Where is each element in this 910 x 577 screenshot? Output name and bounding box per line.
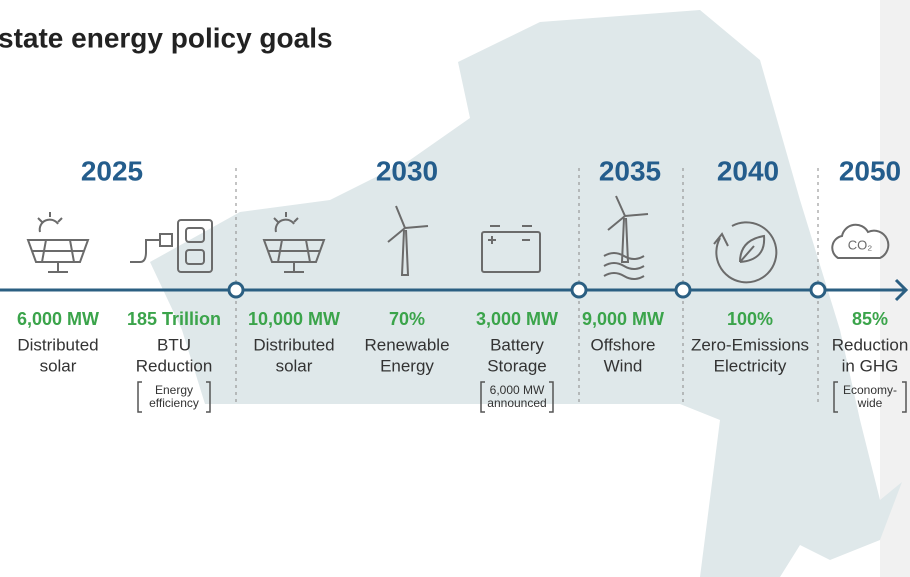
year: 2050	[839, 155, 901, 186]
goal-note: efficiency	[149, 396, 199, 410]
milestones	[227, 281, 827, 299]
goal-label: solar	[40, 356, 77, 375]
goal-value: 100%	[727, 309, 773, 329]
title: state energy policy goals	[0, 22, 333, 53]
goal-label: Distributed	[17, 335, 98, 354]
goal-note: Energy	[155, 383, 193, 397]
goal-note: wide	[857, 396, 883, 410]
goal-label: Electricity	[714, 356, 787, 375]
note-bracket	[137, 381, 211, 413]
goal-value: 9,000 MW	[582, 309, 664, 329]
goal-label: solar	[276, 356, 313, 375]
year: 2030	[376, 155, 438, 186]
timeline-arrow	[894, 278, 909, 302]
note-bracket	[833, 381, 907, 413]
goal-label: Battery	[490, 335, 544, 354]
goal-label: Energy	[380, 356, 434, 375]
goal-label: BTU	[157, 335, 191, 354]
goal-value: 70%	[389, 309, 425, 329]
goal-label: Storage	[487, 356, 547, 375]
goal-label: Wind	[604, 356, 643, 375]
goal-value: 185 Trillion	[127, 309, 221, 329]
goal-value: 85%	[852, 309, 888, 329]
goal-note: 6,000 MW	[490, 383, 545, 397]
goal-label: Zero-Emissions	[691, 335, 809, 354]
goal-label: Distributed	[253, 335, 334, 354]
year: 2040	[717, 155, 779, 186]
icons: CO₂	[26, 195, 890, 284]
goal-label: Renewable	[364, 335, 449, 354]
note-bracket	[480, 381, 554, 413]
goal-label: Reduction	[832, 335, 909, 354]
goal-value: 10,000 MW	[248, 309, 340, 329]
goal-note: announced	[487, 396, 546, 410]
goal-label: in GHG	[842, 356, 899, 375]
goal-value: 6,000 MW	[17, 309, 99, 329]
co2-icon-text: CO₂	[848, 237, 873, 252]
goal-label: Offshore	[591, 335, 656, 354]
state-map	[150, 10, 902, 577]
goal-label: Reduction	[136, 356, 213, 375]
goal-value: 3,000 MW	[476, 309, 558, 329]
year: 2035	[599, 155, 661, 186]
year: 2025	[81, 155, 143, 186]
separators	[235, 168, 819, 405]
goal-note: Economy-	[843, 383, 897, 397]
